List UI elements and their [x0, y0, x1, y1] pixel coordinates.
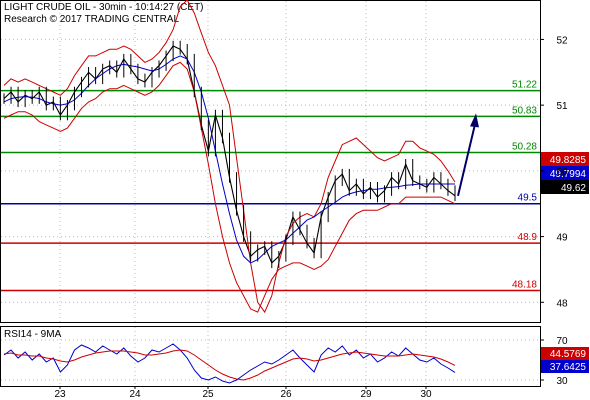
rsi-tick-label: 70: [556, 336, 568, 347]
bollinger-lower-line: [3, 61, 456, 313]
rsi-axis: 30 70: [540, 336, 568, 387]
bollinger-upper-line: [3, 0, 456, 314]
y-tick-label: 51: [556, 101, 568, 112]
price-tag-bollinger-upper: [541, 152, 589, 166]
projection-arrow: [457, 113, 479, 197]
main-panel-grid: [1, 1, 540, 322]
support-resistance-levels: 51.22 50.83 50.28 49.5 48.9 48.18: [1, 80, 540, 292]
price-tag-moving-average: [541, 166, 589, 180]
y-tick-label: 50: [556, 167, 568, 178]
rsi-tag-rsi: [541, 360, 589, 373]
price-tag-label-last-price: 49.62: [561, 183, 586, 194]
moving-average-line: [3, 55, 455, 264]
rsi-tick-label: 30: [556, 376, 568, 387]
level-label-resistance: 51.22: [512, 80, 537, 91]
price-tag-last-price: [541, 180, 589, 194]
main-price-tags: 49.8285 49.7994 49.62: [541, 152, 589, 194]
level-label-pivot: 49.5: [518, 193, 538, 204]
x-tick-label: 25: [202, 389, 214, 400]
x-tick-label: 30: [420, 389, 432, 400]
rsi-value-tags: 44.5769 37.6425: [541, 347, 589, 373]
rsi-panel-title: RSI14 - 9MA: [4, 329, 62, 340]
level-label-resistance: 50.28: [512, 141, 537, 152]
level-label-support: 48.18: [512, 279, 537, 290]
main-panel-frame: [0, 0, 541, 323]
rsi-panel-series: [3, 343, 456, 384]
rsi-plot-border: [0, 326, 541, 387]
projection-arrow-head: [470, 113, 479, 128]
main-plot-border: [0, 0, 541, 323]
y-tick-label: 48: [556, 298, 568, 309]
rsi-tag-label-rsi-ma: 44.5769: [550, 349, 587, 360]
rsi-ma-line: [3, 349, 456, 381]
x-tick-label: 23: [54, 389, 66, 400]
x-tick-label: 26: [280, 389, 292, 400]
level-label-support: 48.9: [518, 232, 538, 243]
chart-title: LIGHT CRUDE OIL - 30min - 10:14:27 (CET): [4, 2, 204, 13]
level-label-resistance: 50.83: [512, 105, 537, 116]
main-price-axis: 48 49 50 51 52: [540, 35, 568, 309]
projection-arrow-shaft: [457, 124, 476, 197]
date-axis: 23 24 25 26 29 30: [54, 386, 432, 400]
main-panel-series: [3, 0, 456, 314]
rsi-tag-rsi-ma: [541, 347, 589, 360]
y-tick-label: 52: [556, 35, 568, 46]
price-tag-label-bollinger-upper: 49.8285: [550, 155, 587, 166]
chart-subtitle: Research © 2017 TRADING CENTRAL: [4, 14, 180, 25]
x-tick-label: 24: [129, 389, 141, 400]
rsi-tag-label-rsi: 37.6425: [550, 362, 587, 373]
y-tick-label: 49: [556, 233, 568, 244]
price-tag-label-moving-average: 49.7994: [550, 169, 587, 180]
x-tick-label: 29: [360, 389, 372, 400]
rsi-line: [3, 343, 456, 384]
rsi-panel-frame: [0, 326, 541, 387]
